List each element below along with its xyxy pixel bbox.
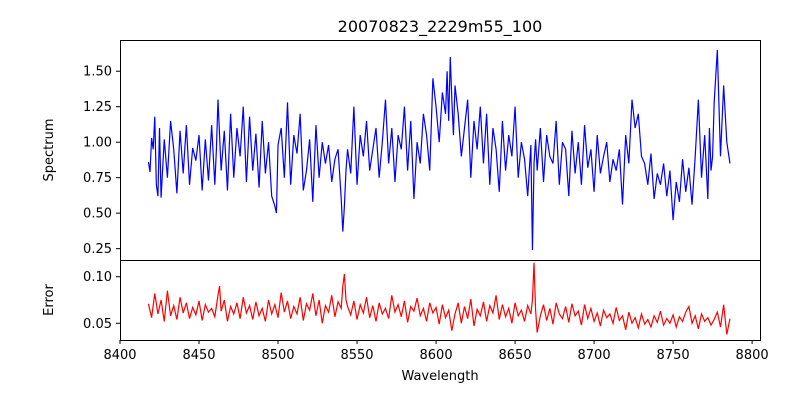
spectrum-y-tick-label: 0.50 — [83, 207, 112, 222]
spectrum-y-tick-label: 1.00 — [83, 136, 112, 151]
error-y-tick-label: 0.10 — [83, 270, 112, 285]
x-axis-ticks: 8400 8450 8500 8550 8600 8650 8700 8750 8800 — [103, 340, 769, 363]
error-plot-frame — [120, 260, 761, 341]
error-series-line — [147, 262, 731, 335]
x-tick-label: 8650 — [499, 348, 532, 363]
chart-title: 20070823_2229m55_100 — [338, 17, 543, 37]
spectrum-y-tick-label: 0.25 — [83, 242, 112, 257]
spectrum-y-tick-label: 0.75 — [83, 171, 112, 186]
spectrum-y-tick-label: 1.25 — [83, 100, 112, 115]
x-tick-label: 8550 — [340, 348, 373, 363]
error-y-ticks: 0.05 0.10 — [83, 270, 120, 332]
x-tick-label: 8400 — [103, 348, 136, 363]
spectrum-y-axis-label: Spectrum — [42, 119, 57, 182]
x-axis-label: Wavelength — [401, 369, 478, 384]
x-tick-label: 8750 — [657, 348, 690, 363]
spectrum-series-line — [147, 49, 731, 251]
x-tick-label: 8500 — [261, 348, 294, 363]
error-y-tick-label: 0.05 — [83, 317, 112, 332]
error-y-axis-label: Error — [42, 284, 57, 316]
x-tick-label: 8600 — [420, 348, 453, 363]
x-tick-label: 8450 — [182, 348, 215, 363]
x-tick-label: 8800 — [736, 348, 769, 363]
spectrum-y-ticks: 0.25 0.50 0.75 1.00 1.25 1.50 — [83, 65, 120, 257]
x-tick-label: 8700 — [578, 348, 611, 363]
spectrum-y-tick-label: 1.50 — [83, 65, 112, 80]
error-panel: 0.05 0.10 Error — [42, 262, 731, 335]
spectrum-panel: 0.25 0.50 0.75 1.00 1.25 1.50 Spectrum — [42, 49, 731, 257]
